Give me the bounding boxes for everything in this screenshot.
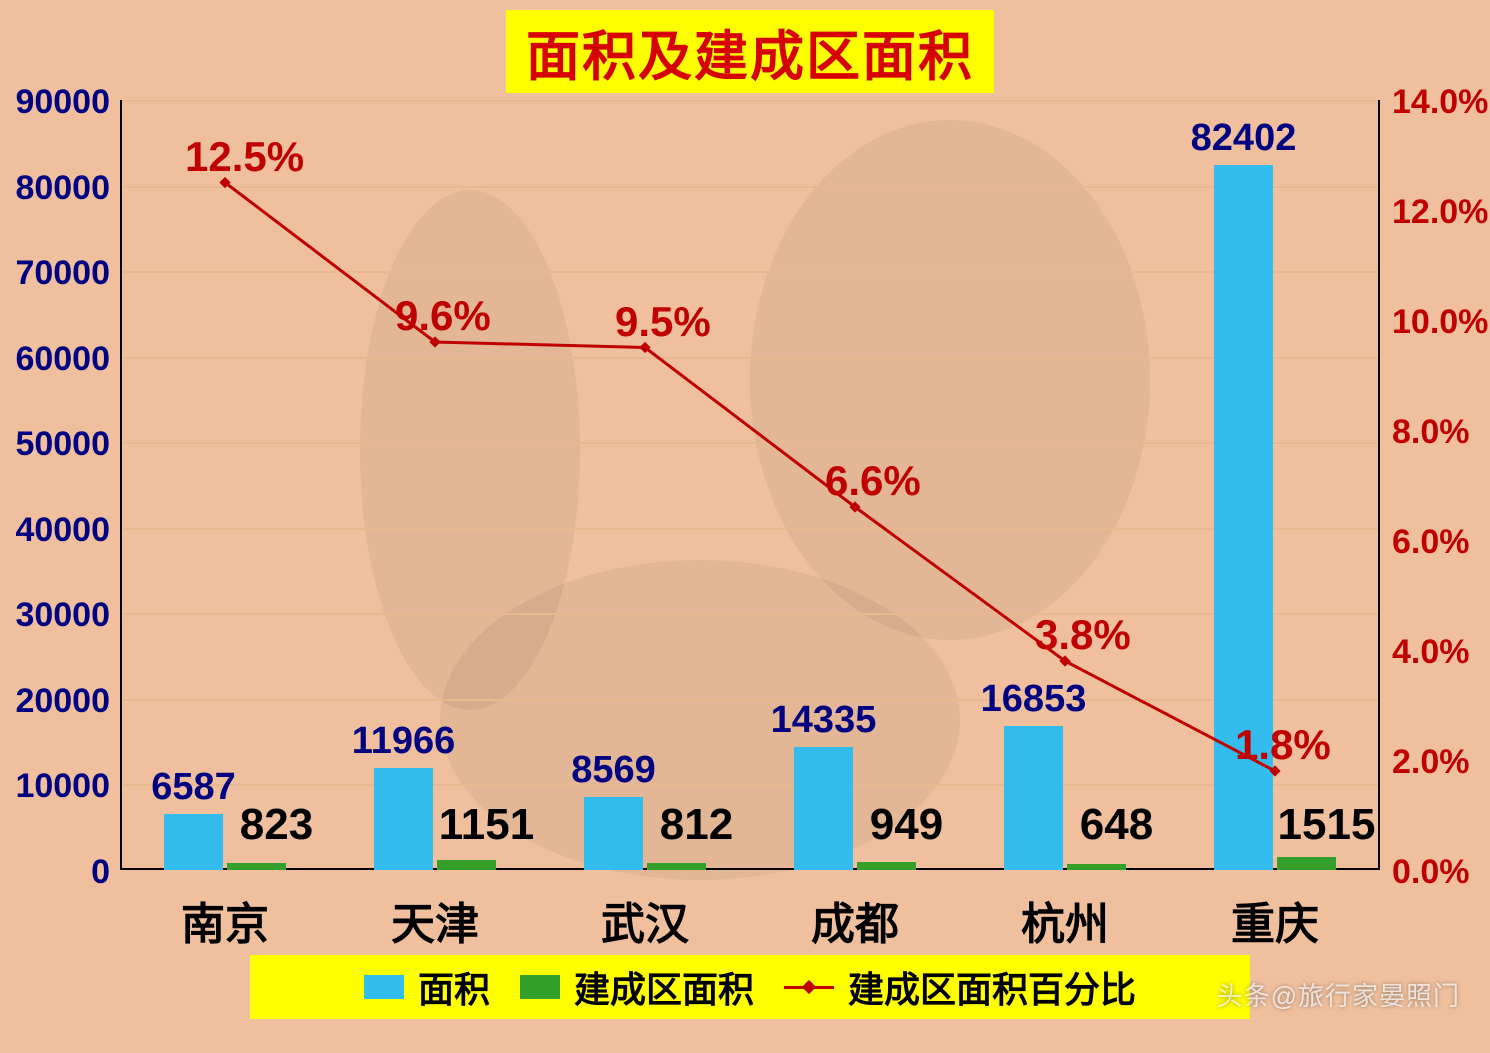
- legend-swatch-area: [364, 975, 404, 999]
- legend: 面积 建成区面积 .swatch-line::after{background:#c…: [250, 955, 1250, 1019]
- legend-label: 面积: [418, 961, 490, 1013]
- legend-swatch-line: .swatch-line::after{background:#c00000;}: [784, 986, 834, 989]
- pct-value-label: 1.8%: [1235, 721, 1331, 769]
- legend-swatch-built: [520, 975, 560, 999]
- pct-value-label: 9.5%: [615, 298, 711, 346]
- legend-item-pct: .swatch-line::after{background:#c00000;}…: [784, 961, 1136, 1013]
- legend-label: 建成区面积百分比: [848, 961, 1136, 1013]
- legend-label: 建成区面积: [574, 961, 754, 1013]
- pct-value-label: 3.8%: [1035, 611, 1131, 659]
- watermark-text: 头条@旅行家晏照门: [1217, 976, 1460, 1013]
- pct-value-label: 12.5%: [185, 133, 304, 181]
- pct-value-label: 9.6%: [395, 292, 491, 340]
- legend-item-built: 建成区面积: [520, 961, 754, 1013]
- legend-item-area: 面积: [364, 961, 490, 1013]
- pct-value-label: 6.6%: [825, 457, 921, 505]
- chart-container: 0100002000030000400005000060000700008000…: [0, 0, 1490, 1053]
- chart-title: 面积及建成区面积: [506, 10, 994, 93]
